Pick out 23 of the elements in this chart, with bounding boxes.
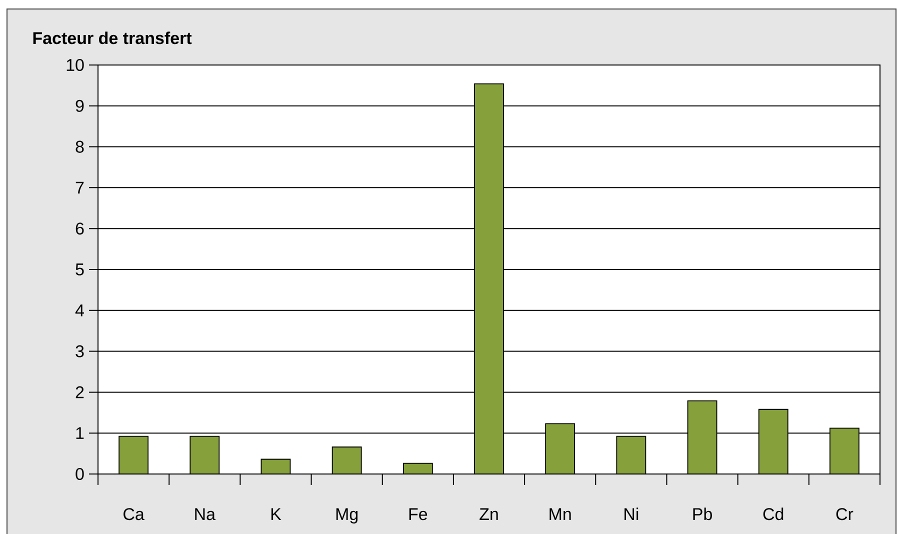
y-axis-title: Facteur de transfert [33,32,192,44]
y-tick-label: 8 [76,140,84,153]
y-tick-label: 10 [66,58,84,72]
x-tick-label: Ca [124,508,144,520]
y-tick-label: 0 [76,468,84,480]
y-tick-label: 5 [76,264,84,276]
x-tick-label: Ni [624,508,638,520]
x-tick-label: Fe [409,508,428,520]
y-tick-label: 7 [76,182,84,194]
x-tick-label: Zn [480,508,498,520]
y-tick-label: 2 [76,386,84,398]
x-tick-label: Cr [836,508,854,520]
x-tick-label: Mg [336,508,358,524]
x-tick-label: Mn [550,508,571,520]
x-tick-label: Cd [763,508,784,520]
y-tick-label: 6 [76,222,84,235]
y-tick-label: 9 [76,100,84,112]
x-tick-label: Na [195,508,216,520]
y-tick-label: 1 [76,427,84,439]
y-tick-label: 3 [76,345,84,358]
x-tick-label: Pb [693,508,712,520]
x-tick-label: K [271,508,282,520]
y-tick-label: 4 [75,304,84,316]
